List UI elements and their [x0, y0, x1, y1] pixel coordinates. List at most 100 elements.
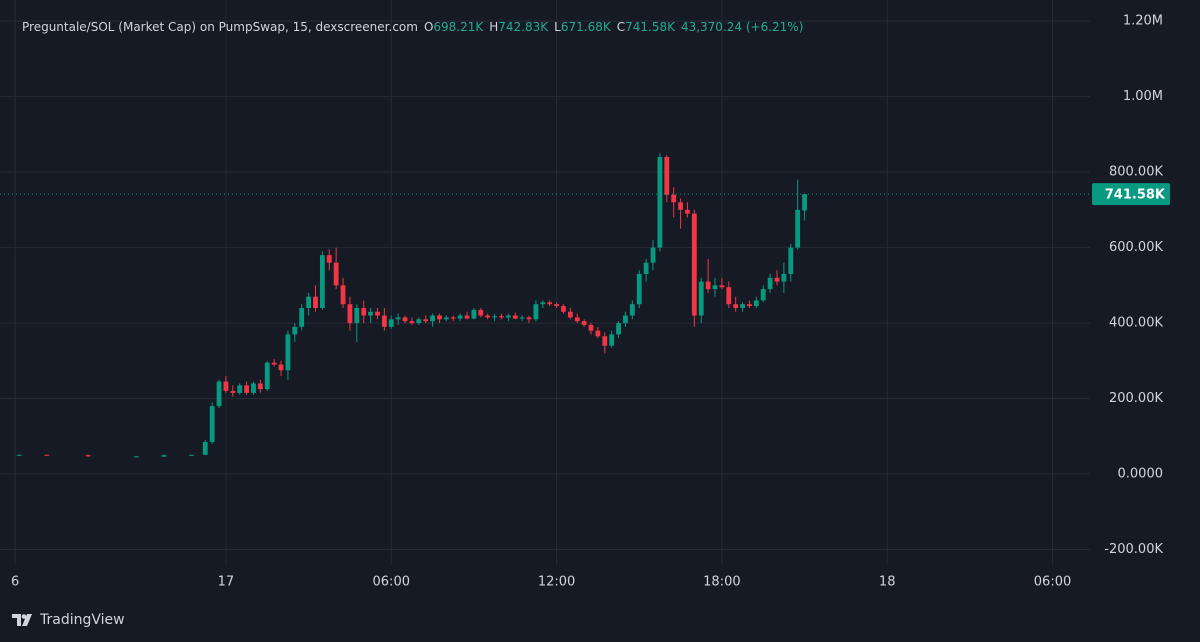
candle-body	[726, 287, 732, 305]
x-tick-label: 18:00	[703, 575, 740, 590]
ohlc-value: 741.58K	[625, 20, 675, 34]
candle-body	[257, 383, 263, 390]
ohlc-key: O	[423, 20, 434, 34]
candle-body	[464, 315, 470, 319]
candle-body	[698, 281, 704, 316]
legend: Preguntale/SOL (Market Cap) on PumpSwap,…	[22, 20, 803, 34]
candle-body	[712, 285, 718, 290]
y-tick-label: 200.00K	[1109, 391, 1163, 406]
candle-body	[499, 316, 504, 318]
candle-body	[209, 406, 215, 442]
candle-body	[278, 364, 284, 371]
candle-body	[16, 454, 22, 456]
candle-body	[264, 362, 270, 390]
symbol-title: Preguntale/SOL (Market Cap) on PumpSwap,…	[22, 20, 418, 34]
candle-body	[230, 391, 236, 393]
candle-body	[313, 296, 318, 308]
x-tick-label: 12:00	[538, 575, 575, 590]
candle-body	[540, 302, 546, 305]
candle-body	[650, 247, 656, 263]
last-price-tag	[1092, 183, 1170, 206]
candle-body	[430, 315, 435, 322]
candle-body	[595, 330, 601, 337]
candle-body	[485, 315, 491, 318]
candle-body	[388, 319, 394, 327]
candle-body	[733, 304, 739, 308]
candle-body	[450, 317, 456, 319]
candle-body	[581, 321, 587, 325]
candle-body	[671, 194, 677, 203]
ohlc-key: C	[616, 20, 626, 34]
candle-body	[774, 277, 780, 282]
candle-body	[306, 296, 312, 308]
candle-body	[760, 289, 766, 301]
x-tick-label: 17	[218, 575, 235, 590]
candle-body	[244, 385, 250, 393]
candle-body	[189, 454, 194, 456]
candle-body	[443, 317, 449, 320]
candle-body	[319, 255, 325, 308]
candle-body	[333, 262, 339, 286]
candle-body	[202, 441, 208, 455]
candle-body	[299, 307, 305, 327]
candle-body	[161, 455, 167, 457]
candle-body	[223, 381, 229, 392]
change: 43,370.24 (+6.21%)	[680, 20, 804, 34]
candle-body	[471, 309, 477, 319]
candle-body	[602, 336, 608, 346]
candle-body	[664, 157, 670, 195]
brand: TradingView	[40, 612, 125, 628]
candle-body	[478, 309, 484, 316]
x-tick-label: 06:00	[1034, 575, 1071, 590]
candle-body	[354, 307, 360, 324]
candle-body	[616, 323, 621, 335]
candle-body	[368, 311, 373, 316]
x-tick-label: 06:00	[373, 575, 410, 590]
candle-body	[561, 306, 566, 312]
y-tick-label: 400.00K	[1109, 316, 1163, 331]
y-tick-label: 800.00K	[1109, 165, 1163, 180]
candle-body	[636, 274, 642, 305]
candle-body	[505, 315, 511, 318]
candle-body	[512, 315, 518, 319]
candle-body	[85, 455, 91, 457]
candle-body	[740, 304, 745, 308]
candle-body	[705, 281, 711, 290]
y-tick-label: 600.00K	[1109, 240, 1163, 255]
candle-body	[340, 285, 346, 305]
x-tick-label: 6	[11, 575, 19, 590]
candle-body	[588, 324, 594, 331]
candle-body	[416, 319, 422, 324]
ohlc-key: L	[554, 20, 561, 34]
candle-body	[802, 194, 807, 211]
footer: TradingView	[12, 612, 125, 628]
candle-body	[381, 315, 387, 327]
candle-body	[747, 304, 752, 307]
y-tick-label: -200.00K	[1104, 542, 1163, 557]
candle-body	[678, 202, 683, 210]
candle-body	[609, 334, 615, 346]
y-tick-label: 1.00M	[1123, 89, 1163, 104]
candle-body	[216, 381, 222, 407]
brand-logo	[12, 614, 32, 626]
candle-body	[251, 383, 256, 393]
candle-body	[623, 315, 628, 324]
candle-body	[753, 300, 759, 307]
y-tick-label: 1.20M	[1123, 14, 1163, 29]
candle-body	[526, 317, 532, 320]
candle-body	[685, 209, 690, 214]
candle-body	[533, 304, 539, 320]
candle-body	[237, 385, 243, 393]
candle-body	[788, 247, 794, 275]
candle-body	[657, 157, 663, 248]
candle-body	[519, 317, 525, 319]
candle-body	[44, 454, 50, 456]
candle-body	[457, 315, 463, 319]
candle-body	[285, 334, 291, 371]
ohlc-value: 742.83K	[498, 20, 549, 34]
candle-body	[795, 209, 801, 248]
candle-body	[781, 274, 787, 282]
candle-body	[409, 321, 415, 324]
